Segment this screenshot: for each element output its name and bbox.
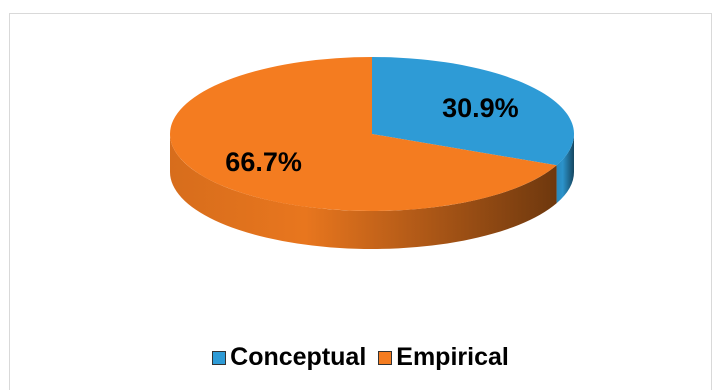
data-label-conceptual: 30.9% [442,93,519,123]
legend-label-conceptual: Conceptual [230,343,367,371]
legend: Conceptual Empirical [0,343,721,372]
legend-swatch-empirical [378,350,393,365]
data-label-empirical: 66.7% [225,147,302,177]
pie-slice-empirical [169,57,557,211]
legend-item-empirical: Empirical [378,343,509,372]
legend-swatch-conceptual [212,350,227,365]
pie-slice-conceptual [372,57,574,166]
legend-item-conceptual: Conceptual [212,343,366,372]
pie-side-conceptual [556,134,574,204]
pie-side-empirical [170,134,557,249]
legend-label-empirical: Empirical [396,343,509,371]
